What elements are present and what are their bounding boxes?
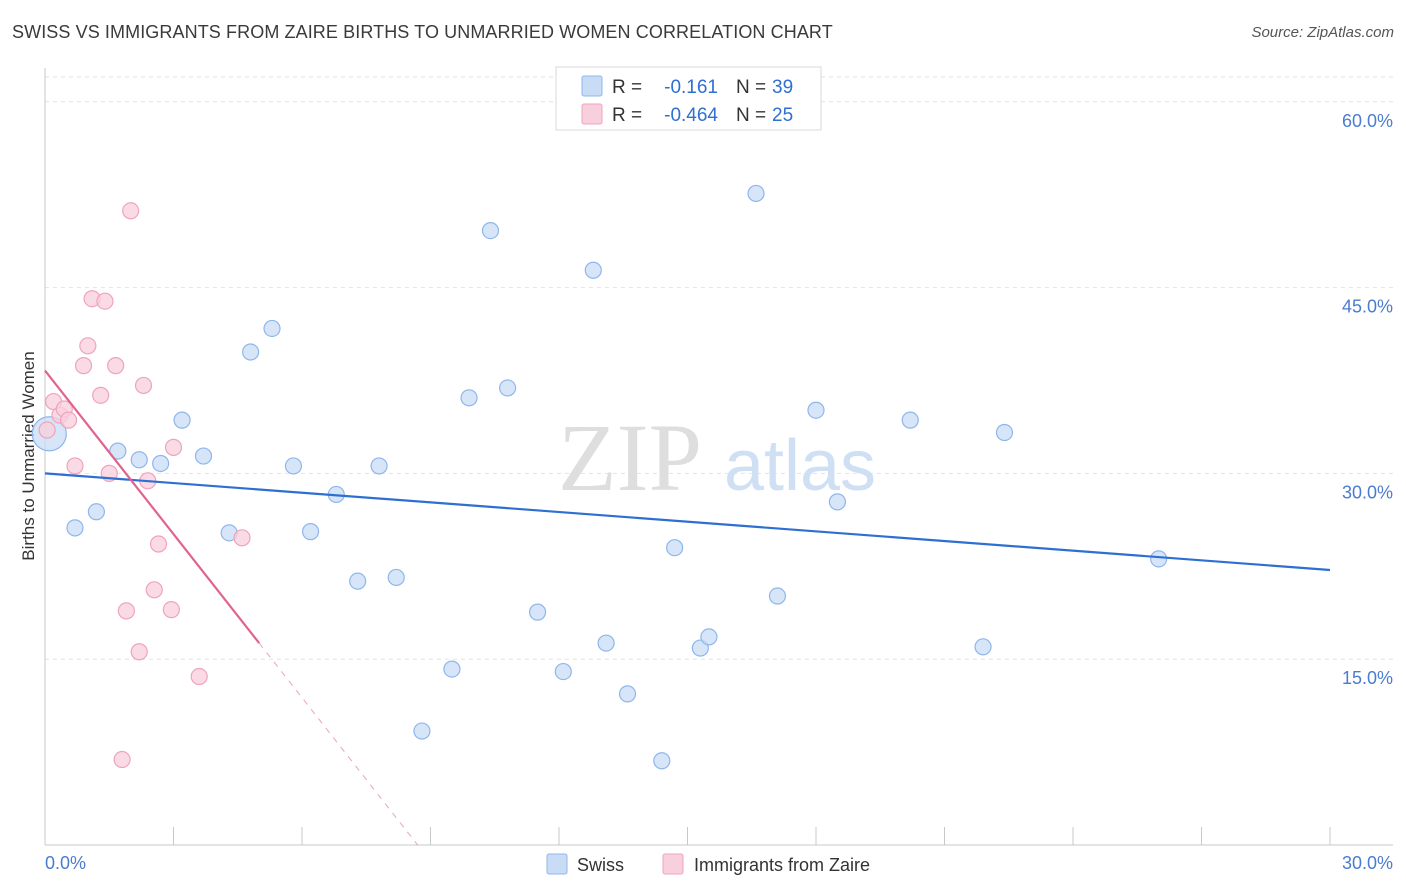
zaire-point-12 bbox=[107, 357, 125, 375]
swiss-point-10 bbox=[263, 319, 281, 338]
zaire-point-6 bbox=[74, 357, 93, 375]
trend-lines bbox=[44, 369, 1331, 846]
swiss-point-17 bbox=[413, 722, 431, 740]
watermark: ZIP atlas bbox=[558, 404, 876, 511]
swiss-point-4 bbox=[130, 451, 148, 469]
axes bbox=[44, 68, 1393, 846]
bottom-legend-swatch-zaire bbox=[662, 853, 684, 875]
y-axis-label: Births to Unmarried Women bbox=[19, 351, 38, 560]
zaire-point-4 bbox=[59, 411, 78, 429]
series-legend: Swiss Immigrants from Zaire bbox=[546, 853, 870, 875]
bottom-legend-swatch-swiss bbox=[546, 853, 568, 875]
bottom-legend-label-zaire: Immigrants from Zaire bbox=[694, 855, 870, 875]
x-tick-label-max: 30.0% bbox=[1342, 853, 1393, 873]
swiss-point-15 bbox=[370, 457, 388, 475]
y-tick-label-45: 45.0% bbox=[1342, 297, 1393, 317]
swiss-point-26 bbox=[618, 685, 637, 703]
scatter-points bbox=[31, 184, 1168, 770]
swiss-point-23 bbox=[554, 662, 572, 681]
swiss-point-18 bbox=[443, 660, 461, 678]
zaire-point-15 bbox=[122, 202, 140, 220]
gridlines bbox=[45, 76, 1393, 660]
swiss-point-25 bbox=[597, 634, 615, 652]
zaire-point-23 bbox=[190, 667, 208, 686]
legend-r-value-0: -0.161 bbox=[664, 77, 718, 98]
source-label: Source: ZipAtlas.com bbox=[1251, 24, 1394, 41]
correlation-legend: R = -0.161 N = 39 R = -0.464 N = 25 bbox=[555, 66, 822, 131]
y-tick-label-60: 60.0% bbox=[1342, 111, 1393, 131]
y-tick-labels: 15.0% 30.0% 45.0% 60.0% bbox=[1342, 111, 1393, 688]
swiss-point-33 bbox=[807, 401, 825, 419]
zaire-point-17 bbox=[134, 376, 153, 395]
swiss-point-9 bbox=[242, 343, 260, 361]
zaire-point-13 bbox=[113, 750, 131, 769]
x-tick-label-min: 0.0% bbox=[45, 853, 86, 873]
zaire-point-14 bbox=[117, 602, 135, 620]
zaire-point-22 bbox=[164, 438, 183, 456]
swiss-point-34 bbox=[828, 493, 847, 511]
swiss-point-12 bbox=[301, 523, 320, 541]
swiss-point-38 bbox=[1150, 550, 1168, 568]
legend-n-label-0: N = bbox=[736, 77, 766, 98]
y-tick-label-30: 30.0% bbox=[1342, 482, 1393, 502]
swiss-point-32 bbox=[768, 587, 787, 605]
watermark-zip: ZIP bbox=[558, 404, 702, 511]
swiss-point-20 bbox=[481, 222, 500, 240]
swiss-point-36 bbox=[974, 638, 992, 656]
swiss-point-14 bbox=[349, 572, 367, 590]
zaire-trend-line bbox=[44, 369, 261, 644]
chart-title: SWISS VS IMMIGRANTS FROM ZAIRE BIRTHS TO… bbox=[12, 22, 833, 42]
swiss-point-31 bbox=[747, 184, 765, 203]
legend-r-label-0: R = bbox=[612, 77, 642, 98]
zaire-point-16 bbox=[130, 643, 148, 661]
swiss-point-37 bbox=[995, 423, 1014, 442]
swiss-point-35 bbox=[901, 411, 919, 429]
swiss-point-21 bbox=[499, 379, 517, 397]
swiss-point-1 bbox=[66, 519, 84, 537]
swiss-point-16 bbox=[387, 568, 405, 587]
bottom-legend-label-swiss: Swiss bbox=[577, 855, 624, 875]
zaire-point-9 bbox=[92, 386, 110, 404]
swiss-point-27 bbox=[653, 752, 671, 770]
swiss-point-7 bbox=[194, 447, 213, 465]
legend-n-label-1: N = bbox=[736, 105, 766, 126]
legend-r-value-1: -0.464 bbox=[664, 105, 718, 126]
swiss-point-30 bbox=[700, 628, 718, 646]
zaire-point-24 bbox=[233, 529, 251, 547]
zaire-trend-extension bbox=[258, 642, 419, 846]
zaire-point-0 bbox=[38, 421, 56, 439]
swiss-point-5 bbox=[152, 454, 170, 473]
watermark-atlas: atlas bbox=[724, 426, 876, 506]
zaire-point-20 bbox=[149, 535, 168, 553]
swiss-point-3 bbox=[109, 442, 127, 460]
swiss-point-22 bbox=[528, 603, 547, 621]
zaire-point-21 bbox=[162, 601, 180, 619]
legend-n-value-0: 39 bbox=[772, 77, 793, 98]
legend-swatch-zaire bbox=[581, 103, 603, 125]
swiss-point-28 bbox=[666, 539, 684, 557]
zaire-point-19 bbox=[145, 581, 163, 599]
swiss-point-11 bbox=[284, 457, 303, 475]
swiss-trend-line bbox=[44, 472, 1331, 572]
x-tick-labels: 0.0% 30.0% bbox=[45, 853, 1393, 873]
swiss-point-19 bbox=[460, 389, 478, 407]
y-tick-label-15: 15.0% bbox=[1342, 668, 1393, 688]
zaire-point-10 bbox=[96, 292, 114, 310]
swiss-point-6 bbox=[173, 411, 191, 429]
legend-n-value-1: 25 bbox=[772, 105, 793, 126]
swiss-point-2 bbox=[87, 503, 106, 521]
swiss-point-24 bbox=[584, 261, 602, 279]
zaire-point-5 bbox=[66, 457, 84, 475]
legend-swatch-swiss bbox=[581, 75, 603, 97]
zaire-point-7 bbox=[79, 337, 97, 355]
legend-r-label-1: R = bbox=[612, 105, 642, 126]
